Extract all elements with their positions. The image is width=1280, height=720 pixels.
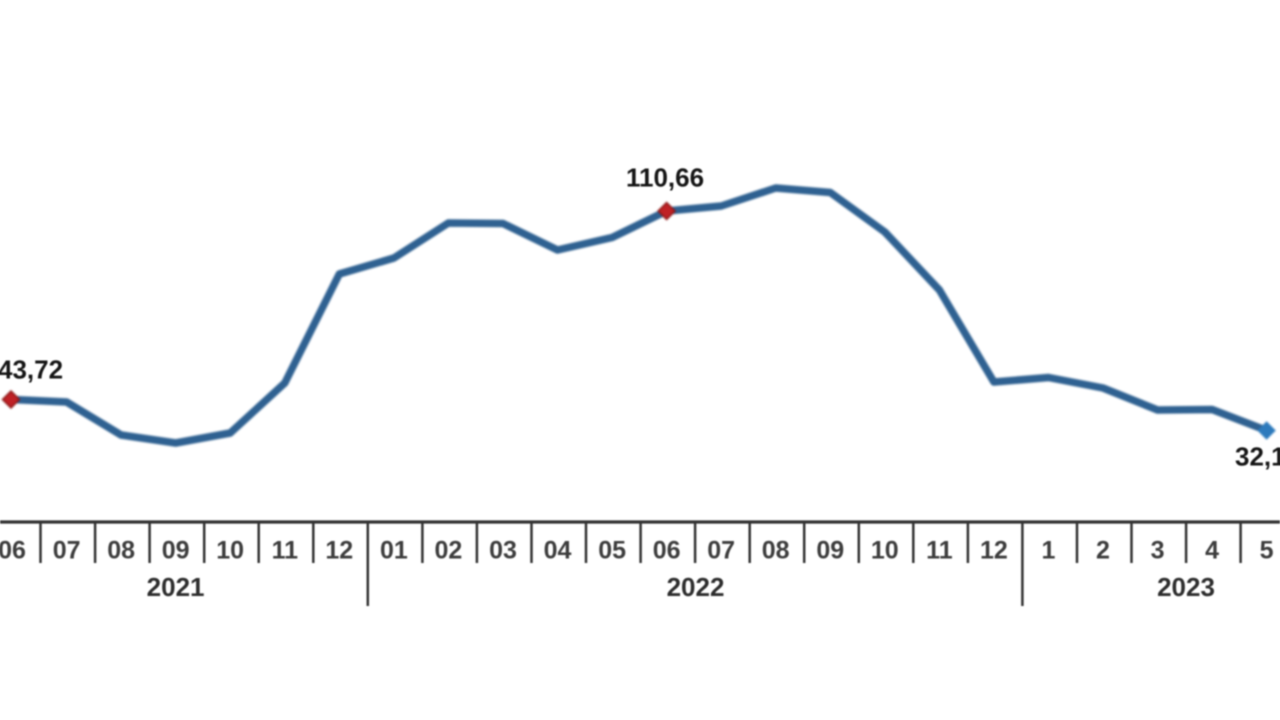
svg-text:1: 1 — [1042, 537, 1056, 565]
svg-text:2023: 2023 — [1157, 572, 1215, 602]
svg-text:2021: 2021 — [147, 572, 205, 602]
svg-text:08: 08 — [107, 537, 135, 565]
svg-text:11: 11 — [926, 537, 953, 565]
svg-text:110,66: 110,66 — [626, 163, 704, 193]
svg-text:05: 05 — [598, 537, 626, 565]
svg-text:11: 11 — [272, 537, 299, 565]
svg-text:07: 07 — [53, 537, 81, 565]
svg-text:07: 07 — [707, 537, 735, 565]
svg-text:08: 08 — [762, 537, 790, 565]
svg-text:5: 5 — [1260, 537, 1274, 565]
svg-text:04: 04 — [544, 537, 572, 565]
svg-text:2: 2 — [1096, 537, 1110, 565]
svg-text:43,72: 43,72 — [0, 355, 63, 385]
svg-text:12: 12 — [325, 537, 353, 565]
svg-text:10: 10 — [216, 537, 244, 565]
svg-text:3: 3 — [1151, 537, 1165, 565]
svg-text:32,16: 32,16 — [1235, 442, 1280, 472]
svg-text:12: 12 — [980, 537, 1008, 565]
svg-text:09: 09 — [816, 537, 844, 565]
svg-text:06: 06 — [653, 537, 681, 565]
svg-text:2022: 2022 — [667, 572, 725, 602]
svg-text:03: 03 — [489, 537, 517, 565]
svg-text:4: 4 — [1205, 537, 1219, 565]
svg-text:01: 01 — [380, 537, 408, 565]
svg-text:10: 10 — [871, 537, 899, 565]
svg-text:06: 06 — [0, 537, 26, 565]
svg-text:09: 09 — [162, 537, 190, 565]
svg-text:02: 02 — [434, 537, 462, 565]
